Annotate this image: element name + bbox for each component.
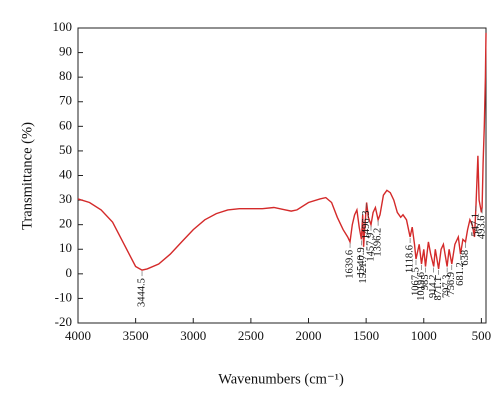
spectrum-line — [77, 32, 487, 271]
x-tick-label: 2000 — [296, 328, 322, 343]
y-tick-label: 30 — [59, 191, 72, 206]
x-tick-label: 1000 — [411, 328, 437, 343]
y-tick-label: 50 — [59, 142, 72, 157]
x-tick-label: 500 — [472, 328, 492, 343]
peak-label: 1067.5 — [410, 267, 421, 296]
y-tick-label: 70 — [59, 93, 72, 108]
peak-label: 638 — [460, 250, 471, 266]
x-tick-label: 3500 — [123, 328, 149, 343]
peak-label: 1118.6 — [405, 245, 416, 273]
x-tick-label: 1500 — [353, 328, 379, 343]
peak-label: 1496.3 — [361, 211, 372, 240]
x-tick-label: 4000 — [65, 328, 91, 343]
peak-label: 1019.6 — [416, 272, 427, 301]
peak-label: 493.6 — [477, 216, 488, 240]
peak-label: 914.2 — [428, 275, 439, 299]
peak-label: 871.1 — [433, 277, 444, 301]
peak-label: 1540.9 — [356, 247, 367, 276]
x-axis-title: Wavenumbers (cm⁻¹) — [218, 371, 344, 387]
peak-label: 547.1 — [470, 213, 481, 237]
peak-label: 1457.9 — [365, 233, 376, 262]
y-tick-label: 0 — [66, 265, 73, 280]
y-tick-label: 100 — [53, 19, 73, 34]
y-axis-title: Transmittance (%) — [19, 122, 35, 230]
y-tick-label: 10 — [59, 240, 72, 255]
peak-label: 1396.2 — [373, 228, 384, 257]
y-tick-label: 80 — [59, 68, 72, 83]
x-tick-label: 3000 — [180, 328, 206, 343]
x-tick-label: 2500 — [238, 328, 264, 343]
peak-label: 756.9 — [446, 272, 457, 296]
peak-label: 3444.5 — [136, 278, 147, 307]
y-tick-label: 40 — [59, 166, 72, 181]
peak-label: 985 — [420, 275, 431, 291]
peak-label: 797.3 — [442, 275, 453, 299]
peak-label: 681.2 — [455, 262, 466, 286]
y-tick-label: 20 — [59, 216, 72, 231]
y-tick-label: -20 — [55, 314, 72, 329]
y-tick-label: -10 — [55, 289, 72, 304]
y-tick-label: 60 — [59, 117, 72, 132]
peak-label: 1639.6 — [344, 250, 355, 279]
peak-label: 1521.7 — [358, 255, 369, 284]
y-tick-label: 90 — [59, 44, 72, 59]
